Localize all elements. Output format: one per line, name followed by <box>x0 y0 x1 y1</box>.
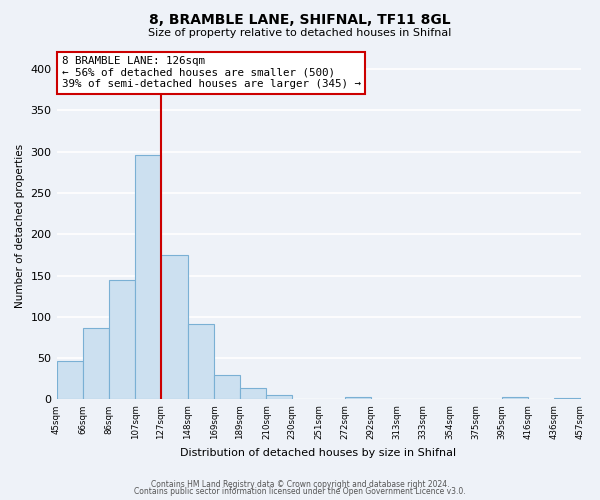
Text: 8 BRAMBLE LANE: 126sqm
← 56% of detached houses are smaller (500)
39% of semi-de: 8 BRAMBLE LANE: 126sqm ← 56% of detached… <box>62 56 361 89</box>
Bar <box>109 280 136 400</box>
Bar <box>56 360 83 400</box>
Bar <box>502 397 529 400</box>
Bar <box>161 255 188 400</box>
Text: 8, BRAMBLE LANE, SHIFNAL, TF11 8GL: 8, BRAMBLE LANE, SHIFNAL, TF11 8GL <box>149 12 451 26</box>
Bar <box>136 155 161 400</box>
Bar <box>188 324 214 400</box>
Bar <box>554 398 581 400</box>
Text: Size of property relative to detached houses in Shifnal: Size of property relative to detached ho… <box>148 28 452 38</box>
Bar <box>345 397 371 400</box>
Bar <box>83 328 109 400</box>
Bar <box>266 396 292 400</box>
Text: Contains HM Land Registry data © Crown copyright and database right 2024.: Contains HM Land Registry data © Crown c… <box>151 480 449 489</box>
X-axis label: Distribution of detached houses by size in Shifnal: Distribution of detached houses by size … <box>181 448 457 458</box>
Y-axis label: Number of detached properties: Number of detached properties <box>15 144 25 308</box>
Text: Contains public sector information licensed under the Open Government Licence v3: Contains public sector information licen… <box>134 487 466 496</box>
Bar <box>214 374 239 400</box>
Bar <box>239 388 266 400</box>
